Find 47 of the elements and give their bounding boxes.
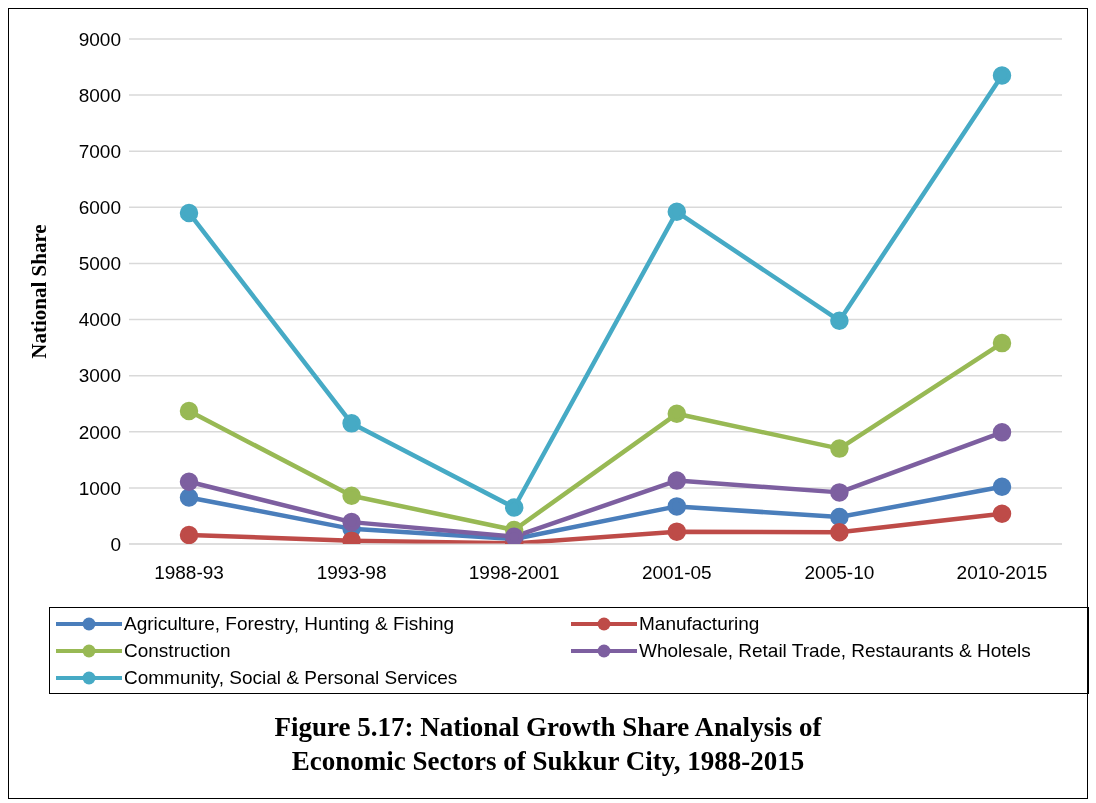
x-tick-label: 1993-98	[316, 562, 387, 584]
y-tick-label: 8000	[78, 84, 121, 106]
y-tick-label: 2000	[78, 421, 121, 443]
x-tick-label: 1998-2001	[468, 562, 560, 584]
point	[667, 404, 687, 424]
y-tick-label: 5000	[78, 253, 121, 275]
x-tick-label: 2001-05	[641, 562, 712, 584]
x-tick-label: 2010-2015	[956, 562, 1048, 584]
y-tick-label: 3000	[78, 365, 121, 387]
legend-label: Wholesale, Retail Trade, Restaurants & Hotels	[639, 639, 1031, 662]
point	[830, 311, 849, 330]
point	[830, 507, 849, 527]
x-tick-label: 1988-93	[154, 562, 224, 584]
point	[179, 472, 199, 491]
point	[830, 522, 849, 542]
point	[179, 488, 199, 507]
legend-label: Agriculture, Forestry, Hunting & Fishing	[124, 612, 455, 635]
point	[992, 477, 1012, 497]
point	[992, 66, 1012, 85]
point	[992, 504, 1012, 523]
y-tick-label: 1000	[78, 477, 121, 499]
point	[830, 439, 849, 458]
point	[667, 522, 687, 541]
point	[342, 512, 361, 532]
point	[342, 414, 361, 433]
legend-label: Manufacturing	[639, 612, 760, 635]
y-tick-label: 9000	[78, 28, 121, 50]
y-tick-label: 4000	[78, 309, 121, 331]
text: Figure 5.17: National Growth Share Analysis of Economic Sectors of Sukkur City, 1988-2015	[273, 711, 823, 778]
point	[667, 202, 687, 222]
point	[667, 471, 687, 490]
y-tick-label: 0	[110, 533, 121, 555]
point	[504, 498, 524, 517]
point	[667, 497, 687, 516]
point	[179, 203, 199, 223]
point	[342, 486, 361, 505]
y-tick-label: 6000	[78, 197, 121, 219]
y-tick-label: 7000	[78, 140, 121, 162]
y-axis-title: National Share	[27, 224, 52, 359]
point	[179, 401, 199, 421]
legend-label: Construction	[124, 639, 231, 662]
point	[992, 423, 1012, 442]
point	[179, 525, 199, 544]
x-tick-label: 2005-10	[804, 562, 875, 584]
point	[992, 333, 1012, 353]
point	[830, 483, 849, 502]
legend-label: Community, Social & Personal Services	[124, 666, 458, 689]
